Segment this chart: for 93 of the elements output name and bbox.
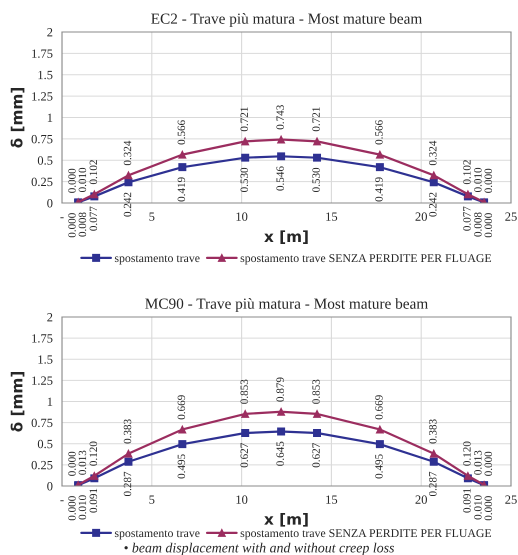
- data-label: 0.853: [312, 380, 320, 404]
- data-label: 0.383: [124, 419, 132, 444]
- data-label: 0.627: [240, 443, 248, 468]
- data-label: 0.000: [484, 213, 492, 238]
- y-tick-label: 1: [48, 398, 52, 406]
- x-axis-title: x [m]: [264, 230, 308, 244]
- data-label: 0.566: [375, 120, 383, 144]
- data-label: 0.879: [276, 377, 284, 402]
- data-label: 0.669: [178, 395, 186, 420]
- data-label: 0.495: [178, 454, 186, 478]
- data-label: 0.013: [474, 450, 482, 475]
- x-tick-label: 25: [505, 495, 517, 504]
- data-label: 0.010: [78, 495, 86, 520]
- data-label: 0.242: [124, 192, 132, 217]
- data-label: 0.324: [429, 140, 437, 166]
- y-tick-label: 1.75: [32, 49, 52, 58]
- y-tick-label: 0.5: [38, 156, 52, 165]
- data-label: 0.287: [124, 472, 132, 496]
- data-label: 0.000: [484, 168, 492, 193]
- data-label: 0.000: [484, 496, 492, 520]
- chart-title: MC90 - Trave più matura - Most mature beam: [145, 298, 428, 312]
- y-tick-label: 1.25: [32, 92, 52, 101]
- data-label: 0.010: [78, 168, 86, 192]
- legend-label: spostamento trave SENZA PERDITE PER FLUAGE: [240, 529, 492, 540]
- data-label: 0.010: [474, 168, 482, 192]
- data-label: 0.008: [78, 212, 86, 237]
- x-tick-label: 25: [505, 212, 517, 221]
- data-label: 0.102: [90, 160, 98, 184]
- data-label: 0.627: [312, 443, 320, 468]
- data-label: 0.000: [68, 496, 76, 520]
- y-tick-label: 0.75: [32, 134, 52, 144]
- data-label: 0.000: [68, 452, 76, 476]
- y-tick-label: 2: [47, 28, 52, 36]
- data-label: 0.010: [474, 495, 482, 520]
- data-label: 0.008: [474, 212, 482, 237]
- data-label: 0.530: [240, 168, 248, 192]
- data-label: 0.383: [429, 419, 437, 444]
- data-label: 0.120: [90, 442, 98, 466]
- text: • beam displacement with and without creep loss: [124, 542, 394, 555]
- y-tick-label: 0.25: [32, 460, 52, 470]
- data-label: 0.530: [312, 168, 320, 192]
- x-tick-label: 20: [416, 212, 427, 221]
- y-tick-label: 2: [47, 313, 52, 322]
- legend-label: spostamento trave SENZA PERDITE PER FLUAGE: [240, 254, 492, 264]
- y-tick-label: 0.25: [32, 178, 52, 186]
- data-label: 0.091: [90, 488, 98, 513]
- data-label: 0.091: [463, 488, 471, 513]
- y-tick-label: 1.25: [32, 376, 52, 385]
- data-label: 0.743: [276, 105, 284, 130]
- y-tick-label: 1.5: [38, 355, 52, 364]
- y-tick-label: 1.75: [32, 334, 52, 343]
- y-tick-label: 0.5: [38, 440, 52, 448]
- data-label: 0.000: [68, 168, 76, 193]
- data-label: 0.077: [463, 206, 471, 231]
- y-tick-label: 0: [47, 482, 52, 490]
- data-label: 0.645: [276, 442, 284, 466]
- data-label: 0.669: [375, 395, 383, 420]
- data-label: 0.120: [463, 442, 471, 466]
- data-label: 0.242: [429, 192, 437, 217]
- data-label: 0.853: [240, 380, 248, 404]
- data-label: 0.546: [276, 166, 284, 191]
- legend-label: spostamento trave: [114, 530, 200, 540]
- y-axis-title: δ [mm]: [10, 372, 24, 432]
- x-tick-label: 20: [416, 495, 427, 504]
- legend-label: spostamento trave: [114, 255, 200, 264]
- data-label: 0.721: [312, 107, 320, 132]
- data-label: 0.419: [375, 177, 383, 202]
- data-label: 0.721: [240, 107, 248, 132]
- data-label: 0.566: [178, 120, 186, 144]
- chart-title: EC2 - Trave più matura - Most mature beam: [151, 13, 422, 27]
- y-axis-title: δ [mm]: [10, 88, 24, 148]
- x-tick-label: 15: [326, 495, 338, 504]
- x-tick-label: -: [60, 217, 64, 218]
- data-label: 0.077: [90, 206, 98, 231]
- data-label: 0.000: [68, 213, 76, 238]
- x-tick-label: 5: [149, 212, 154, 221]
- data-label: 0.013: [78, 450, 86, 475]
- data-label: 0.000: [484, 452, 492, 476]
- x-tick-label: 5: [149, 496, 154, 504]
- x-tick-label: 10: [236, 212, 248, 221]
- x-axis-title: x [m]: [264, 513, 308, 527]
- x-tick-label: 10: [236, 495, 248, 504]
- data-label: 0.102: [463, 160, 471, 184]
- y-tick-label: 0.75: [32, 418, 52, 428]
- y-tick-label: 0: [47, 199, 52, 208]
- data-label: 0.495: [375, 454, 383, 478]
- x-tick-label: 15: [326, 212, 338, 221]
- y-tick-label: 1.5: [38, 70, 52, 80]
- data-label: 0.287: [429, 472, 437, 496]
- y-tick-label: 1: [48, 114, 52, 122]
- x-tick-label: -: [60, 500, 64, 502]
- data-label: 0.419: [178, 177, 186, 202]
- data-label: 0.324: [124, 140, 132, 166]
